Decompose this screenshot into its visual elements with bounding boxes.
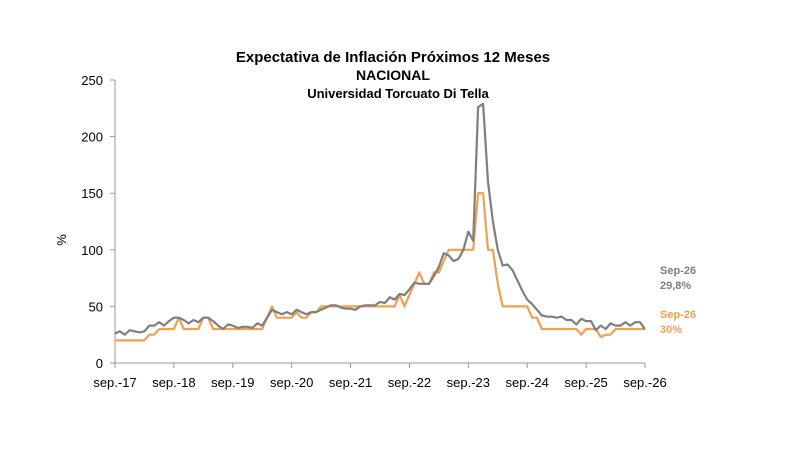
- y-tick-label: 150: [81, 186, 103, 201]
- x-tick-label: sep.-17: [93, 375, 136, 390]
- y-axis-label: %: [54, 234, 69, 246]
- y-axis-ticks: 0 50 100 150 200 250: [81, 73, 115, 371]
- y-tick-label: 0: [96, 356, 103, 371]
- x-tick-label: sep.-18: [152, 375, 195, 390]
- end-annotations: Sep-26 29,8% Sep-26 30%: [660, 265, 696, 336]
- median-end-annotation: Sep-26: [660, 309, 696, 321]
- x-tick-label: sep.-26: [623, 375, 666, 390]
- x-axis-ticks: sep.-17 sep.-18 sep.-19 sep.-20 sep.-21 sep.-…: [93, 363, 667, 390]
- median-end-annotation: 30%: [660, 324, 682, 336]
- y-tick-label: 200: [81, 130, 103, 145]
- mean-end-annotation: Sep-26: [660, 265, 696, 277]
- chart-title: Expectativa de Inflación Próximos 12 Mes…: [236, 49, 550, 66]
- x-tick-label: sep.-23: [447, 375, 490, 390]
- mean-end-annotation: 29,8%: [660, 280, 691, 292]
- x-tick-label: sep.-22: [388, 375, 431, 390]
- y-tick-label: 100: [81, 243, 103, 258]
- x-tick-label: sep.-24: [506, 375, 549, 390]
- chart-source: Universidad Torcuato Di Tella: [307, 86, 489, 101]
- series-lines: [114, 102, 646, 342]
- x-tick-label: sep.-21: [329, 375, 372, 390]
- mean-series-line: [114, 102, 646, 336]
- y-tick-label: 50: [89, 299, 103, 314]
- x-tick-label: sep.-19: [211, 375, 254, 390]
- y-tick-label: 250: [81, 73, 103, 88]
- x-tick-label: sep.-25: [564, 375, 607, 390]
- chart-subtitle: NACIONAL: [356, 67, 430, 83]
- x-tick-label: sep.-20: [270, 375, 313, 390]
